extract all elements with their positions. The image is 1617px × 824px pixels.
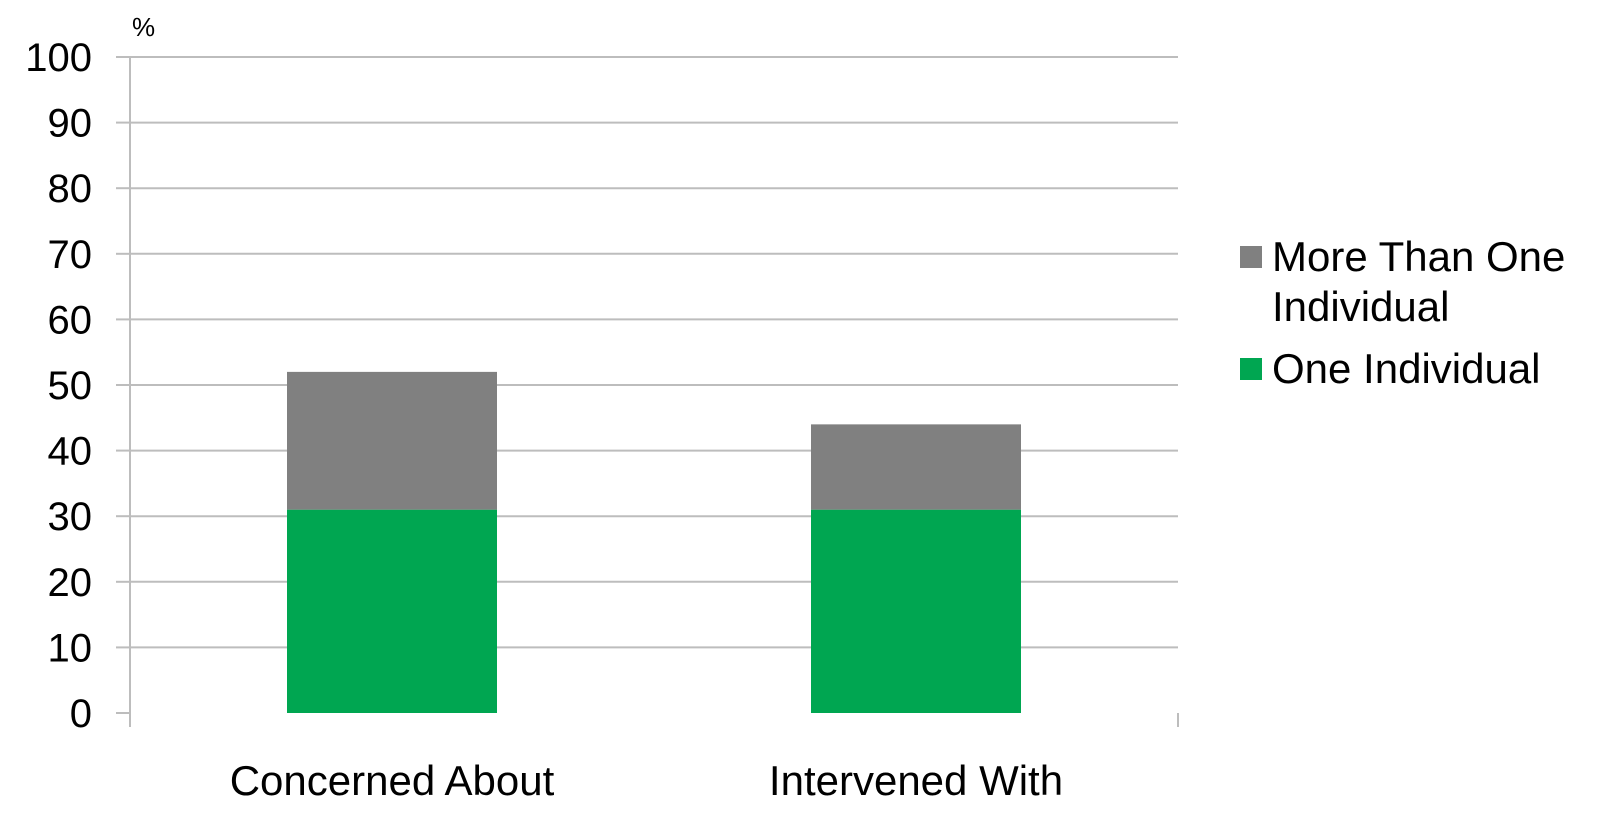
legend-swatch xyxy=(1240,246,1262,268)
axes xyxy=(116,56,1179,727)
legend-label: One Individual xyxy=(1272,345,1541,392)
y-tick-label-80: 80 xyxy=(48,167,93,211)
bar-concerned-about-more-than-one-individual xyxy=(287,371,497,510)
bars xyxy=(287,371,1021,713)
x-category-label-0: Concerned About xyxy=(230,757,555,804)
y-tick-label-90: 90 xyxy=(48,102,93,146)
x-category-label-1: Intervened With xyxy=(769,757,1063,804)
legend-item: More Than One Individual xyxy=(1240,232,1612,332)
bar-intervened-with-more-than-one-individual xyxy=(811,424,1021,510)
y-tick-label-30: 30 xyxy=(48,495,93,539)
y-unit-label: % xyxy=(132,12,155,42)
y-tick-labels: 0 10 20 30 40 50 60 70 80 90 100 xyxy=(25,36,92,736)
legend-label: More Than One Individual xyxy=(1272,233,1566,330)
y-tick-label-20: 20 xyxy=(48,561,93,605)
bar-concerned-about-one-individual xyxy=(287,509,497,713)
y-tick-label-100: 100 xyxy=(25,36,92,80)
y-tick-label-0: 0 xyxy=(70,692,92,736)
y-tick-label-60: 60 xyxy=(48,298,93,342)
y-tick-label-70: 70 xyxy=(48,233,93,277)
y-tick-label-50: 50 xyxy=(48,364,93,408)
legend-item: One Individual xyxy=(1240,344,1612,394)
x-category-labels: Concerned About Intervened With xyxy=(230,757,1063,804)
legend-swatch xyxy=(1240,358,1262,380)
bar-intervened-with-one-individual xyxy=(811,509,1021,713)
legend: More Than One Individual One Individual xyxy=(1240,232,1612,406)
y-tick-label-10: 10 xyxy=(48,626,93,670)
y-tick-label-40: 40 xyxy=(48,430,93,474)
